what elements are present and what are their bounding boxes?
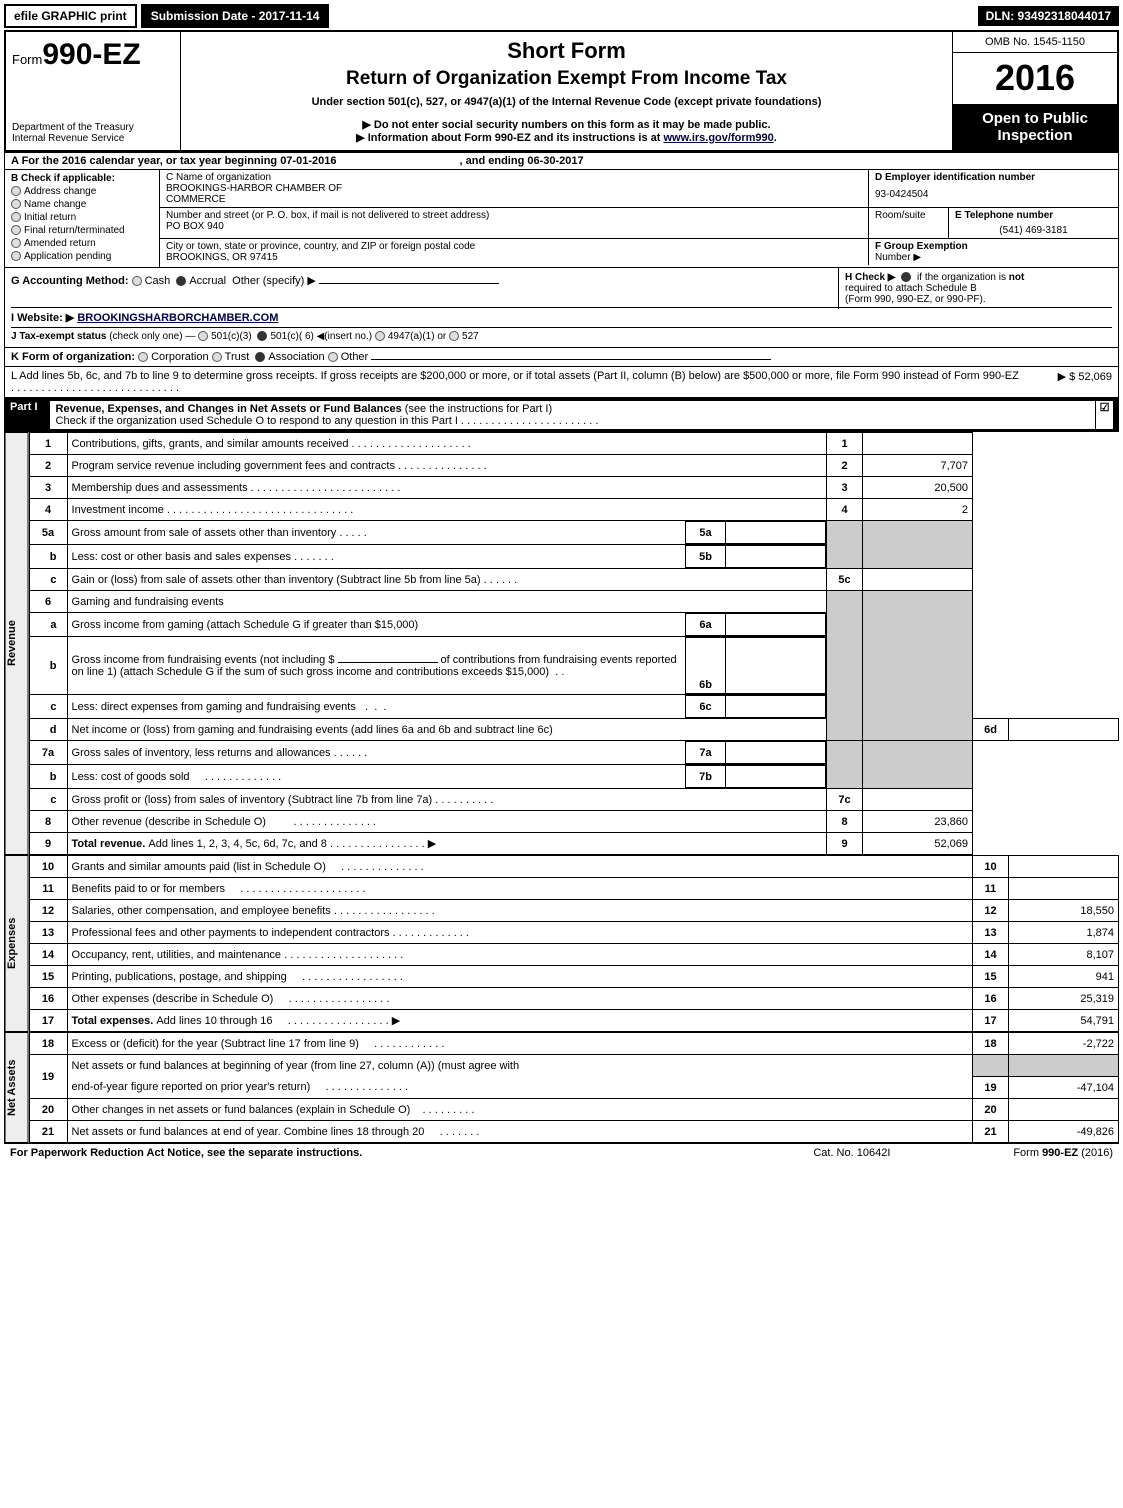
- short-form-title: Short Form: [193, 38, 940, 64]
- section-b: B Check if applicable: Address change Na…: [5, 170, 160, 267]
- chk-4947[interactable]: [375, 331, 385, 341]
- form-number: 990-EZ: [42, 38, 140, 71]
- street-label: Number and street (or P. O. box, if mail…: [166, 210, 862, 221]
- chk-initial-return[interactable]: [11, 212, 21, 222]
- paperwork-notice: For Paperwork Reduction Act Notice, see …: [10, 1147, 813, 1159]
- section-ab: B Check if applicable: Address change Na…: [4, 170, 1119, 268]
- chk-final-return[interactable]: [11, 225, 21, 235]
- chk-amended-return[interactable]: [11, 238, 21, 248]
- part-1-checkbox[interactable]: ☑: [1095, 401, 1113, 429]
- netassets-sidebar: Net Assets: [5, 1032, 29, 1143]
- chk-corporation[interactable]: [138, 352, 148, 362]
- chk-address-change[interactable]: [11, 186, 21, 196]
- city-value: BROOKINGS, OR 97415: [166, 252, 862, 263]
- section-k-label: K Form of organization:: [11, 351, 135, 363]
- omb-number: OMB No. 1545-1150: [953, 32, 1117, 53]
- dept-irs: Internal Revenue Service: [12, 133, 174, 144]
- chk-527[interactable]: [449, 331, 459, 341]
- top-bar: efile GRAPHIC print Submission Date - 20…: [4, 4, 1119, 28]
- section-d-label: D Employer identification number: [875, 172, 1112, 183]
- chk-name-change[interactable]: [11, 199, 21, 209]
- section-c-label: C Name of organization: [166, 172, 862, 183]
- submission-date-button[interactable]: Submission Date - 2017-11-14: [141, 4, 330, 28]
- section-i-label: I Website: ▶: [11, 312, 74, 324]
- form990-link[interactable]: www.irs.gov/form990: [664, 132, 774, 144]
- chk-501c3[interactable]: [198, 331, 208, 341]
- chk-cash[interactable]: [132, 276, 142, 286]
- part-1-label: Part I: [10, 401, 50, 429]
- dln-label: DLN: 93492318044017: [978, 6, 1119, 26]
- city-label: City or town, state or province, country…: [166, 241, 862, 252]
- section-a-left: A For the 2016 calendar year, or tax yea…: [11, 155, 336, 167]
- section-h-label: H Check ▶: [845, 272, 895, 283]
- section-j-label: J Tax-exempt status: [11, 331, 106, 342]
- section-a-right: , and ending 06-30-2017: [460, 155, 584, 167]
- tax-year: 2016: [953, 53, 1117, 103]
- section-l-amount: ▶ $ 52,069: [1022, 370, 1112, 394]
- org-name-2: COMMERCE: [166, 194, 862, 205]
- chk-application-pending[interactable]: [11, 251, 21, 261]
- part-1-header: Part I Revenue, Expenses, and Changes in…: [4, 398, 1119, 432]
- form-footer-label: Form 990-EZ (2016): [1013, 1147, 1113, 1159]
- expenses-sidebar: Expenses: [5, 855, 29, 1032]
- chk-trust[interactable]: [212, 352, 222, 362]
- do-not-enter: ▶ Do not enter social security numbers o…: [193, 118, 940, 131]
- section-f-number: Number ▶: [875, 252, 1112, 263]
- page-footer: For Paperwork Reduction Act Notice, see …: [4, 1143, 1119, 1162]
- chk-accrual[interactable]: [176, 276, 186, 286]
- revenue-sidebar: Revenue: [5, 432, 29, 855]
- dept-treasury: Department of the Treasury: [12, 122, 174, 133]
- chk-other[interactable]: [328, 352, 338, 362]
- chk-association[interactable]: [255, 352, 265, 362]
- website-link[interactable]: BROOKINGSHARBORCHAMBER.COM: [77, 312, 278, 324]
- netassets-table: 18Excess or (deficit) for the year (Subt…: [29, 1032, 1119, 1143]
- expenses-table: 10Grants and similar amounts paid (list …: [29, 855, 1119, 1032]
- info-about: ▶ Information about Form 990-EZ and its …: [193, 131, 940, 144]
- chk-501c[interactable]: [257, 331, 267, 341]
- revenue-table: 1Contributions, gifts, grants, and simil…: [29, 432, 1119, 855]
- chk-h[interactable]: [901, 272, 911, 282]
- section-b-title: B Check if applicable:: [11, 173, 153, 184]
- section-e-label: E Telephone number: [955, 210, 1112, 221]
- cat-number: Cat. No. 10642I: [813, 1147, 1013, 1159]
- efile-button[interactable]: efile GRAPHIC print: [4, 4, 137, 28]
- ein-value: 93-0424504: [875, 189, 1112, 200]
- open-to-public: Open to Public Inspection: [953, 104, 1117, 150]
- org-name-1: BROOKINGS-HARBOR CHAMBER OF: [166, 183, 862, 194]
- room-suite: Room/suite: [868, 208, 948, 238]
- section-ghij: G Accounting Method: Cash Accrual Other …: [4, 268, 1119, 348]
- section-l-text: L Add lines 5b, 6c, and 7b to line 9 to …: [11, 370, 1022, 394]
- return-title: Return of Organization Exempt From Incom…: [193, 68, 940, 90]
- form-header: Form990-EZ Department of the Treasury In…: [4, 30, 1119, 153]
- section-f-label: F Group Exemption: [875, 241, 968, 252]
- under-section: Under section 501(c), 527, or 4947(a)(1)…: [193, 96, 940, 108]
- form-prefix: Form: [12, 52, 42, 67]
- phone-value: (541) 469-3181: [955, 225, 1112, 236]
- street-value: PO BOX 940: [166, 221, 862, 232]
- section-g-label: G Accounting Method:: [11, 275, 129, 287]
- section-kl: K Form of organization: Corporation Trus…: [4, 348, 1119, 398]
